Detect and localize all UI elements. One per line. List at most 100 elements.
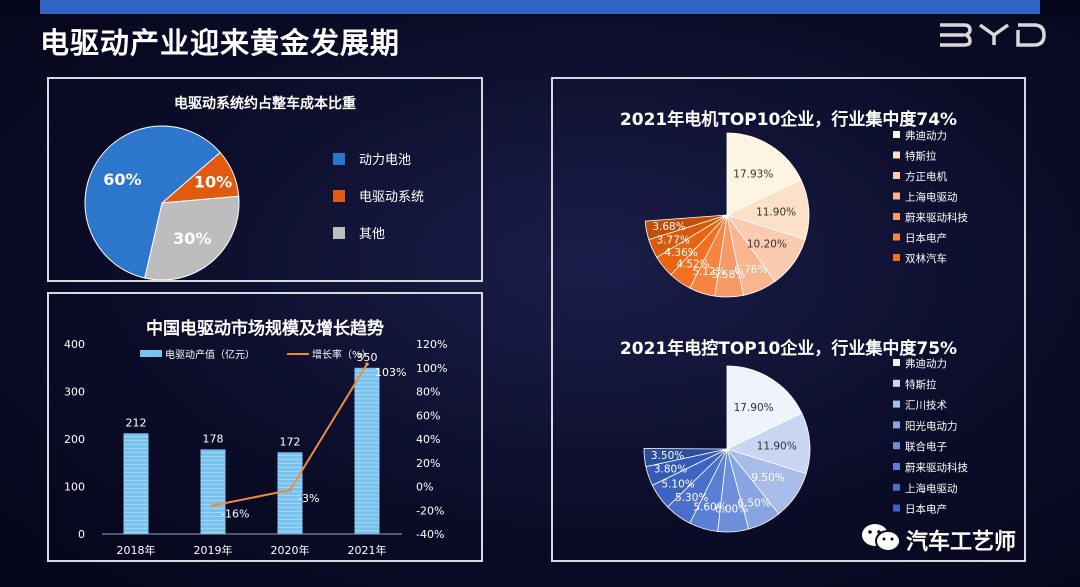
legend-swatch (893, 213, 900, 220)
pie-data-label: 5.10% (661, 478, 694, 490)
bar (200, 449, 226, 534)
legend-swatch (893, 504, 900, 512)
legend-swatch (893, 131, 900, 138)
legend-label: 日本电产 (905, 232, 947, 245)
legend-label: 蔚来驱动科技 (905, 461, 968, 474)
pie-data-label: 9.50% (751, 472, 784, 484)
y-tick-label: 400 (64, 338, 85, 351)
y2-tick-label: 60% (416, 409, 440, 422)
y2-tick-label: 80% (416, 386, 440, 399)
pie-data-label: 4.36% (664, 247, 697, 259)
pie-data-label: 11.90% (756, 207, 796, 219)
x-tick-label: 2018年 (117, 543, 156, 557)
y2-tick-label: 100% (416, 362, 447, 375)
pie-slice-1 (726, 132, 802, 216)
legend-swatch (893, 421, 900, 429)
legend-label: 方正电机 (905, 170, 947, 183)
legend-swatch (893, 233, 900, 241)
legend-label: 联合电子 (905, 440, 947, 453)
y-tick-label: 0 (78, 528, 85, 541)
wechat-icon (862, 524, 901, 552)
pie-rest (645, 133, 727, 221)
y2-tick-label: 40% (416, 433, 440, 446)
motor-chart-title: 2021年电机TOP10企业，行业集中度74% (619, 110, 958, 130)
pie-data-label: 5.30% (675, 492, 708, 504)
legend-swatch (333, 190, 345, 202)
chart-title: 电驱动系统约占整车成本比重 (174, 96, 356, 112)
market-bar-line-chart: 0 100 200 300 400 -40% -20% 0% 20% 40% 60% 80% 100% 1… (64, 338, 447, 557)
legend-label: 电驱动产值（亿元） (165, 348, 255, 361)
legend-label: 弗迪动力 (905, 357, 947, 370)
legend-label: 增长率（%） (312, 348, 372, 361)
legend-label: 蔚来驱动科技 (905, 211, 968, 224)
pie-data-label: 6.00% (715, 504, 748, 516)
pie-slice-1 (726, 365, 803, 450)
pie-data-label: 11.90% (757, 440, 797, 452)
top10-pie-charts: 17.93% 11.90% 10.20% 6.76%5.58%5.12%4.52%4.… (643, 129, 968, 533)
x-tick-label: 2019年 (194, 543, 233, 557)
line-data-label: -3% (298, 492, 319, 505)
pie-data-label: 3.50% (651, 450, 684, 462)
pie-data-label: 30% (173, 229, 211, 248)
legend-label: 弗迪动力 (905, 129, 947, 142)
legend-swatch (893, 400, 900, 408)
pie-slice-10 (644, 214, 728, 241)
bar-data-label: 172 (280, 435, 301, 448)
pie-slice-1 (84, 125, 221, 279)
control-chart-title: 2021年电控TOP10企业，行业集中度75% (619, 339, 958, 359)
bar-data-label: 212 (126, 416, 147, 429)
bar-data-label: 178 (203, 432, 224, 445)
legend-swatch (893, 463, 900, 470)
watermark-text: 汽车工艺师 (906, 530, 1017, 555)
legend-swatch-bar (140, 350, 162, 357)
legend-label: 上海电驱动 (905, 482, 958, 495)
legend-swatch (893, 442, 900, 450)
pie-data-label: 4.52% (676, 258, 709, 270)
legend-label: 上海电驱动 (905, 191, 958, 204)
line-point (365, 362, 369, 366)
legend-swatch (893, 483, 900, 491)
pie-slice-2 (725, 179, 810, 241)
bar (277, 452, 303, 534)
pie-data-label: 6.50% (737, 497, 770, 509)
legend-label: 汇川技术 (905, 399, 947, 412)
byd-logo (940, 23, 1046, 47)
legend-label: 日本电产 (905, 503, 947, 516)
legend-label: 其他 (359, 227, 385, 242)
pie-slice-3 (144, 195, 240, 280)
pie-data-label: 6.76% (734, 264, 767, 276)
y-tick-label: 100 (64, 481, 85, 494)
pie-data-label: 3.68% (652, 221, 685, 233)
legend-label: 电驱动系统 (359, 190, 424, 205)
legend-label: 阳光电动力 (905, 419, 958, 432)
legend-label: 双林汽车 (905, 252, 947, 265)
pie-data-label: 5.58% (712, 269, 745, 281)
legend-swatch (893, 254, 900, 261)
legend-swatch (333, 227, 345, 239)
line-point (211, 503, 215, 508)
y-tick-label: 200 (64, 433, 85, 446)
line-point (288, 488, 292, 492)
pie-data-label: 10% (194, 172, 232, 191)
pie-data-label: 3.77% (657, 234, 690, 246)
legend-label: 动力电池 (359, 153, 411, 168)
pie-data-label: 17.90% (734, 402, 774, 414)
legend-label: 特斯拉 (905, 378, 937, 391)
bar (123, 433, 149, 534)
pie-data-label: 5.60% (693, 501, 726, 513)
pie-slice-2 (725, 412, 811, 475)
bar-data-label: 350 (357, 351, 378, 364)
legend-label: 特斯拉 (905, 150, 937, 163)
y2-tick-label: -20% (416, 504, 444, 517)
y2-tick-label: 0% (416, 481, 433, 494)
pie-data-label: 60% (103, 170, 141, 189)
pie-rest (644, 366, 727, 449)
top-accent-strip (40, 0, 1040, 14)
y2-tick-label: -40% (416, 528, 444, 541)
legend-swatch (893, 151, 900, 159)
y2-tick-label: 20% (416, 457, 440, 470)
legend-swatch (333, 153, 345, 165)
pie-data-label: 10.20% (747, 239, 787, 251)
x-tick-label: 2021年 (348, 543, 387, 557)
